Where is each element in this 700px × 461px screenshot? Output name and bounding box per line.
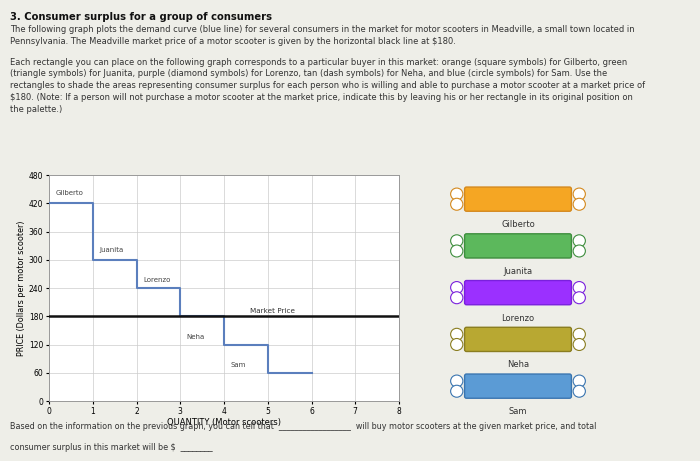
Text: The following graph plots the demand curve (blue line) for several consumers in : The following graph plots the demand cur… [10,25,635,46]
Text: Juanita: Juanita [503,267,533,276]
FancyBboxPatch shape [465,327,571,351]
Text: 3. Consumer surplus for a group of consumers: 3. Consumer surplus for a group of consu… [10,12,272,22]
Circle shape [573,375,585,387]
Circle shape [573,328,585,340]
Text: Neha: Neha [187,334,205,340]
Circle shape [451,235,463,247]
Circle shape [573,198,585,210]
Circle shape [451,188,463,200]
Circle shape [573,282,585,294]
Text: Gilberto: Gilberto [55,190,83,196]
Circle shape [451,328,463,340]
Text: Juanita: Juanita [99,247,124,253]
Circle shape [573,188,585,200]
Circle shape [451,385,463,397]
FancyBboxPatch shape [465,187,571,211]
Text: Lorenzo: Lorenzo [501,313,535,323]
Circle shape [573,245,585,257]
Circle shape [573,385,585,397]
Circle shape [451,375,463,387]
Text: Lorenzo: Lorenzo [143,278,170,284]
Text: consumer surplus in this market will be $  ________: consumer surplus in this market will be … [10,443,213,452]
Text: Each rectangle you can place on the following graph corresponds to a particular : Each rectangle you can place on the foll… [10,58,645,114]
FancyBboxPatch shape [465,234,571,258]
Circle shape [451,245,463,257]
FancyBboxPatch shape [465,281,571,305]
Text: Based on the information on the previous graph, you can tell that  _____________: Based on the information on the previous… [10,422,597,431]
Text: Market Price: Market Price [251,308,295,314]
Circle shape [451,198,463,210]
Circle shape [451,282,463,294]
Y-axis label: PRICE (Dollars per motor scooter): PRICE (Dollars per motor scooter) [17,220,26,356]
Text: Gilberto: Gilberto [501,220,535,229]
Circle shape [573,338,585,350]
FancyBboxPatch shape [465,374,571,398]
X-axis label: QUANTITY (Motor scooters): QUANTITY (Motor scooters) [167,419,281,427]
Text: Sam: Sam [230,362,246,368]
Text: Neha: Neha [507,361,529,369]
Circle shape [451,338,463,350]
Text: Sam: Sam [509,407,527,416]
Circle shape [573,292,585,304]
Circle shape [573,235,585,247]
Circle shape [451,292,463,304]
